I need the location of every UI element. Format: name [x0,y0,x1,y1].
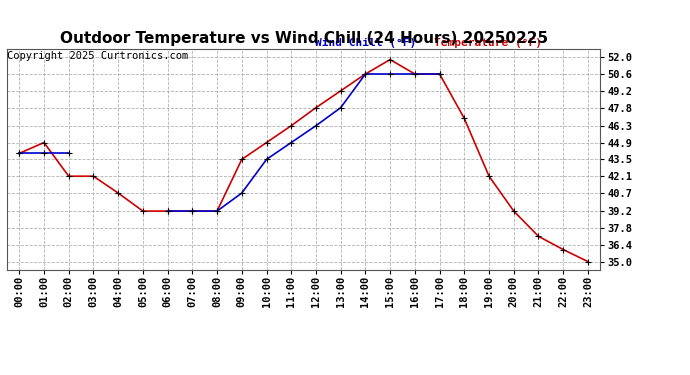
Text: Temperature (°F): Temperature (°F) [434,38,542,48]
Text: Wind Chill (°F): Wind Chill (°F) [315,38,417,48]
Text: Copyright 2025 Curtronics.com: Copyright 2025 Curtronics.com [7,51,188,61]
Title: Outdoor Temperature vs Wind Chill (24 Hours) 20250225: Outdoor Temperature vs Wind Chill (24 Ho… [59,31,548,46]
